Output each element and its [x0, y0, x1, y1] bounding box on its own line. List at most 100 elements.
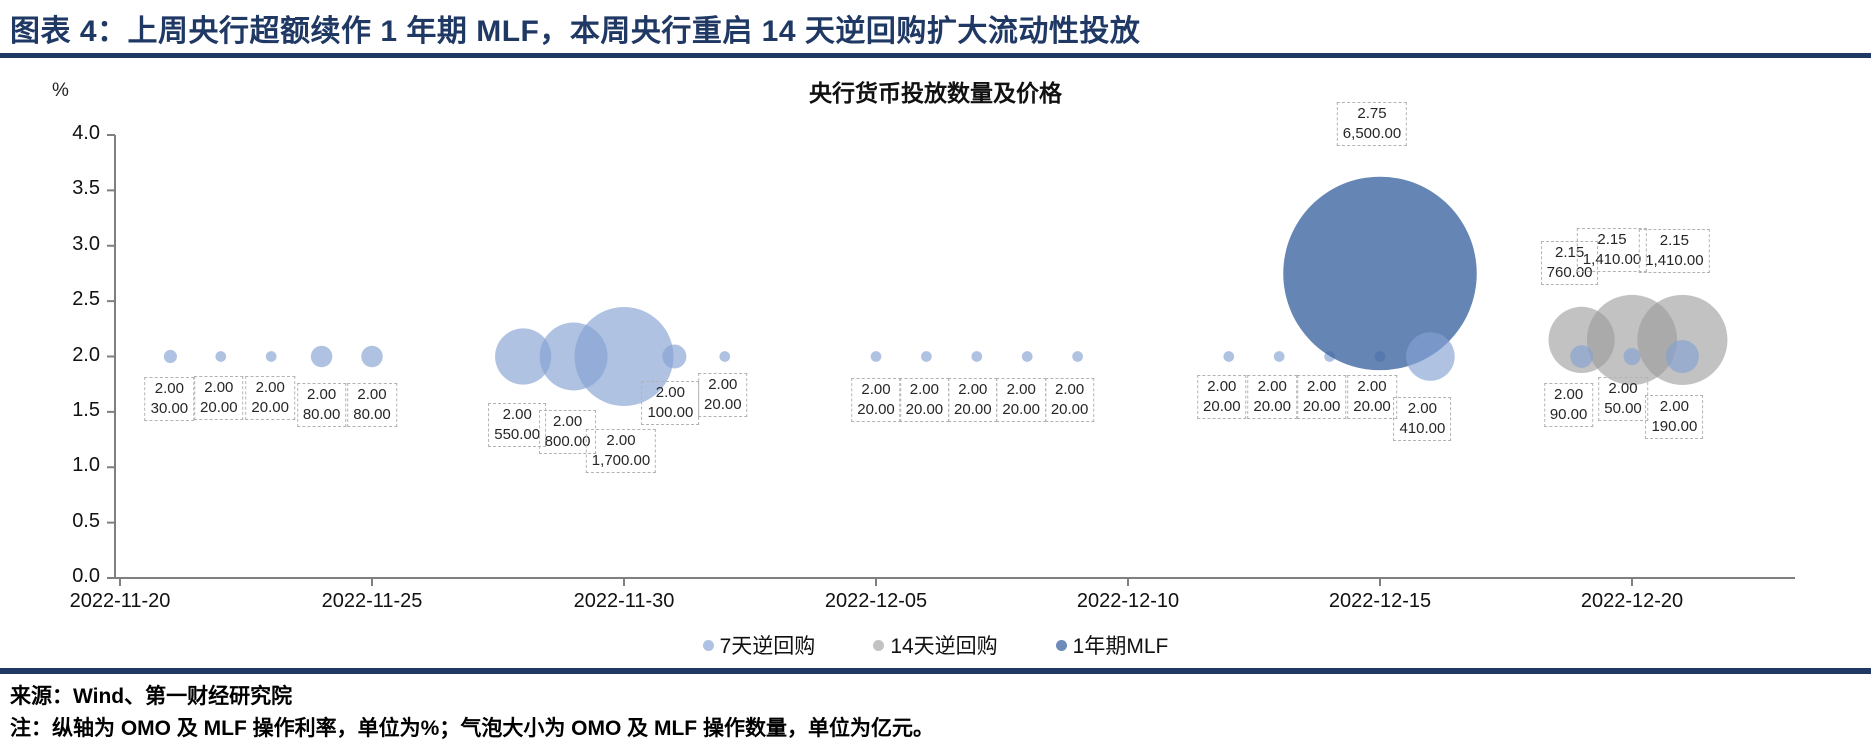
bubble-amount-value: 20.00 — [1203, 397, 1241, 415]
legend-item: 1年期MLF — [1055, 630, 1168, 660]
bubble-rate-value: 2.00 — [154, 379, 184, 397]
bubble-amount-value: 20.00 — [857, 400, 895, 418]
bubble-rate-value: 2.00 — [204, 378, 234, 396]
bubble-rate-value: 2.00 — [1306, 377, 1337, 395]
bubble-amount-value: 30.00 — [150, 399, 189, 417]
bubble-rate-value: 2.00 — [357, 385, 387, 403]
legend-label: 7天逆回购 — [719, 635, 816, 658]
bubble-rate-value: 2.00 — [655, 383, 685, 401]
bubble-label: 2.00 100.00 — [641, 380, 700, 425]
bubble-rate-value: 2.00 — [1006, 380, 1036, 398]
bubble — [1223, 351, 1235, 362]
axis-note: 注：纵轴为 OMO 及 MLF 操作利率，单位为%；气泡大小为 OMO 及 ML… — [10, 717, 934, 740]
bubble-label: 2.75 6,500.00 — [1336, 102, 1408, 147]
bubble — [1283, 176, 1477, 371]
bubble-label: 2.00 90.00 — [1543, 382, 1594, 427]
bubble-rate-value: 2.00 — [1207, 377, 1237, 395]
bubble-rate-value: 2.00 — [606, 431, 636, 449]
legend-dot-icon — [1055, 639, 1067, 651]
bubble-label: 2.15 1,410.00 — [1576, 227, 1648, 272]
bubble-amount-value: 100.00 — [647, 403, 694, 421]
bubble-amount-value: 50.00 — [1604, 399, 1642, 417]
bubble-rate-value: 2.00 — [1659, 397, 1689, 415]
y-tick-label: 0.5 — [72, 509, 100, 532]
bubble — [1637, 294, 1728, 385]
bubble-amount-value: 90.00 — [1549, 405, 1588, 423]
bubble-amount-value: 800.00 — [544, 432, 591, 450]
y-tick-label: 1.5 — [72, 398, 100, 421]
bubble-amount-value: 20.00 — [1302, 397, 1341, 415]
bubble — [215, 351, 227, 362]
bubble — [1406, 332, 1455, 381]
bubble-amount-value: 1,410.00 — [1582, 250, 1642, 268]
bubble-label: 2.00 20.00 — [1247, 374, 1297, 419]
x-tick-label: 2022-11-25 — [321, 590, 423, 612]
bubble-rate-value: 2.00 — [1357, 377, 1387, 395]
bubble — [1021, 351, 1033, 362]
bubble — [1623, 348, 1641, 365]
bubble-rate-value: 2.00 — [861, 380, 891, 398]
bubble-label: 2.00 20.00 — [1044, 377, 1095, 422]
bubble — [921, 351, 932, 362]
bubble-label: 2.00 20.00 — [1296, 374, 1347, 419]
bubble-amount-value: 20.00 — [1353, 397, 1391, 415]
y-tick-label: 2.5 — [72, 288, 100, 311]
bubble-amount-value: 20.00 — [200, 398, 238, 416]
bubble-rate-value: 2.00 — [255, 378, 285, 396]
x-tick-label: 2022-12-15 — [1328, 590, 1432, 612]
bubble-rate-value: 2.15 — [1659, 231, 1689, 249]
bubble-label: 2.00 30.00 — [144, 376, 195, 421]
bubble — [1273, 351, 1285, 362]
bubble — [662, 344, 687, 369]
chart-legend: 7天逆回购 14天逆回购 1年期MLF — [0, 630, 1871, 660]
bubble-rate-value: 2.00 — [1608, 379, 1638, 397]
bubble-label: 2.00 20.00 — [1347, 374, 1397, 419]
bubble-label: 2.00 20.00 — [194, 375, 244, 420]
legend-dot-icon — [702, 639, 714, 651]
bubble-rate-value: 2.00 — [1054, 380, 1085, 398]
x-tick-label: 2022-12-20 — [1580, 590, 1684, 612]
bubble-rate-value: 2.75 — [1357, 105, 1387, 123]
bubble-label: 2.00 20.00 — [899, 377, 950, 422]
bubble-amount-value: 20.00 — [704, 395, 742, 413]
bubble-rate-value: 2.00 — [1407, 399, 1437, 417]
bubble-amount-value: 20.00 — [1002, 400, 1040, 418]
bubble-amount-value: 760.00 — [1546, 263, 1593, 281]
bubble-amount-value: 20.00 — [1253, 397, 1291, 415]
bubble-rate-value: 2.00 — [306, 385, 337, 403]
y-tick-label: 3.0 — [72, 232, 100, 255]
bubble — [310, 345, 333, 368]
bubble-label: 2.15 1,410.00 — [1639, 228, 1710, 273]
bubble-amount-value: 6,500.00 — [1342, 125, 1402, 143]
legend-item: 14天逆回购 — [873, 630, 998, 660]
y-tick-label: 1.0 — [72, 454, 100, 477]
y-tick-label: 2.0 — [72, 343, 100, 366]
bubble — [1072, 351, 1083, 362]
bubble-amount-value: 20.00 — [905, 400, 944, 418]
source-note: 来源：Wind、第一财经研究院 — [10, 685, 293, 708]
y-tick-label: 4.0 — [72, 122, 100, 144]
bubble — [1665, 339, 1699, 374]
figure-title: 图表 4：上周央行超额续作 1 年期 MLF，本周央行重启 14 天逆回购扩大流… — [10, 15, 1141, 48]
bubble — [870, 351, 882, 362]
x-tick-label: 2022-12-05 — [824, 590, 928, 612]
bubble-amount-value: 410.00 — [1399, 419, 1446, 437]
chart-title: 央行货币投放数量及价格 — [809, 80, 1062, 106]
bubble-label: 2.00 1,700.00 — [585, 428, 657, 473]
bubble-label: 2.00 550.00 — [488, 402, 547, 447]
bubble-amount-value: 1,410.00 — [1645, 251, 1704, 269]
bubble-amount-value: 80.00 — [302, 405, 341, 423]
bubble-rate-value: 2.00 — [958, 380, 988, 398]
bubble-label: 2.00 190.00 — [1645, 394, 1704, 439]
bubble-amount-value: 20.00 — [954, 400, 992, 418]
y-tick-label: 3.5 — [72, 177, 100, 200]
bubble-label: 2.00 80.00 — [347, 382, 397, 427]
bubble — [495, 328, 552, 385]
bubble — [719, 351, 731, 362]
bubble — [1570, 345, 1593, 368]
footer-divider — [0, 668, 1871, 674]
legend-label: 14天逆回购 — [890, 635, 998, 658]
x-tick-label: 2022-11-30 — [573, 590, 675, 612]
bubble-label: 2.00 410.00 — [1393, 396, 1452, 441]
